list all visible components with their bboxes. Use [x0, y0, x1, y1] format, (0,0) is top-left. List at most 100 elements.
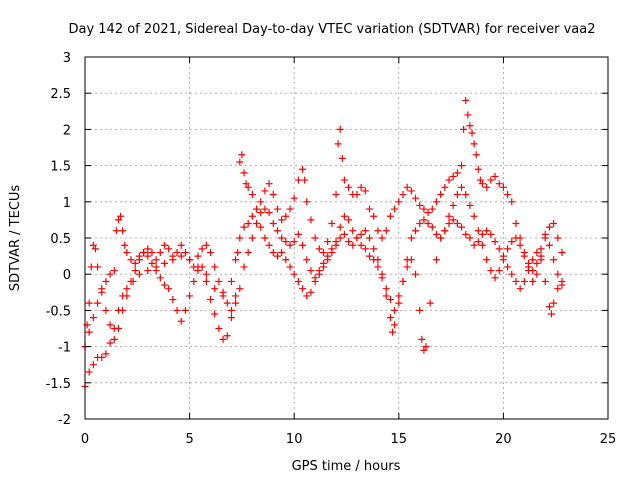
data-point — [345, 238, 353, 246]
data-point — [487, 230, 495, 238]
data-point — [240, 263, 248, 271]
data-point — [374, 227, 382, 235]
data-point — [198, 245, 206, 253]
data-point — [453, 220, 461, 228]
data-point — [508, 238, 516, 246]
data-point — [382, 285, 390, 293]
data-point — [123, 292, 131, 300]
data-point — [257, 209, 265, 217]
data-point — [345, 216, 353, 224]
data-point — [424, 220, 432, 228]
data-point — [370, 256, 378, 264]
data-point — [102, 306, 110, 314]
data-point — [238, 151, 246, 159]
data-point — [466, 234, 474, 242]
data-point — [215, 325, 223, 332]
data-point — [242, 180, 250, 188]
data-point — [117, 212, 125, 220]
data-point — [478, 230, 486, 238]
data-point — [495, 245, 503, 253]
data-point — [416, 220, 424, 228]
chart-title: Day 142 of 2021, Sidereal Day-to-day VTE… — [68, 22, 595, 37]
data-point — [207, 248, 215, 256]
data-point — [468, 129, 476, 137]
data-point — [395, 198, 403, 206]
x-tick-label: 25 — [600, 432, 617, 447]
data-point — [487, 176, 495, 184]
data-point — [119, 306, 127, 314]
data-point — [286, 241, 294, 249]
data-point — [173, 306, 181, 314]
x-tick-label: 10 — [286, 432, 303, 447]
y-tick-label: 1 — [63, 196, 71, 211]
data-point — [112, 227, 120, 235]
data-point — [194, 267, 202, 275]
data-point — [520, 252, 528, 260]
data-point — [550, 256, 558, 264]
data-point — [357, 241, 365, 249]
data-point — [273, 205, 281, 213]
data-point — [294, 176, 302, 184]
data-point — [123, 248, 131, 256]
data-point — [227, 314, 235, 322]
data-point — [123, 285, 131, 293]
data-point — [426, 299, 434, 307]
data-point — [412, 194, 420, 202]
data-point — [211, 263, 219, 271]
data-point — [144, 267, 152, 275]
data-point — [269, 191, 277, 199]
data-point — [353, 191, 361, 199]
data-point — [334, 140, 342, 148]
data-point — [265, 209, 273, 217]
data-point — [512, 277, 520, 285]
data-point — [227, 277, 235, 285]
data-point — [186, 292, 194, 300]
data-point — [240, 169, 248, 177]
data-point — [181, 248, 189, 256]
data-point — [366, 252, 374, 260]
data-point — [121, 241, 129, 249]
data-point — [449, 201, 457, 209]
data-point — [466, 122, 474, 130]
data-point — [445, 176, 453, 184]
series-track-1 — [81, 96, 566, 390]
data-point — [420, 205, 428, 213]
data-point — [386, 314, 394, 322]
data-point — [202, 270, 210, 278]
data-point — [476, 176, 484, 184]
data-point — [169, 296, 177, 304]
data-point — [286, 205, 294, 213]
data-point — [152, 256, 160, 264]
data-point — [294, 277, 302, 285]
data-point — [85, 328, 93, 336]
data-point — [223, 332, 231, 340]
data-point — [248, 212, 256, 220]
data-point — [248, 234, 256, 242]
data-point — [340, 176, 348, 184]
data-point — [499, 183, 507, 191]
data-point — [512, 220, 520, 228]
data-point — [211, 285, 219, 293]
data-point — [520, 277, 528, 285]
data-point — [504, 245, 512, 253]
data-point — [378, 234, 386, 242]
data-point — [114, 325, 122, 332]
data-point — [186, 256, 194, 264]
data-point — [135, 270, 143, 278]
data-point — [474, 238, 482, 246]
data-point — [416, 306, 424, 314]
data-point — [478, 180, 486, 188]
data-point — [525, 267, 533, 275]
data-point — [499, 252, 507, 260]
data-point — [340, 212, 348, 220]
data-point — [290, 270, 298, 278]
data-point — [428, 205, 436, 213]
data-point — [420, 216, 428, 224]
axis-ticks: 0 5 10 15 20 25 -2 -1.5 -1 -0.5 0 0.5 1 1.5 2 2.5 3 — [46, 51, 617, 447]
data-point — [422, 343, 430, 351]
data-point — [177, 317, 185, 325]
data-point — [102, 277, 110, 285]
data-point — [470, 241, 478, 249]
data-point — [265, 180, 273, 188]
data-point — [338, 154, 346, 162]
